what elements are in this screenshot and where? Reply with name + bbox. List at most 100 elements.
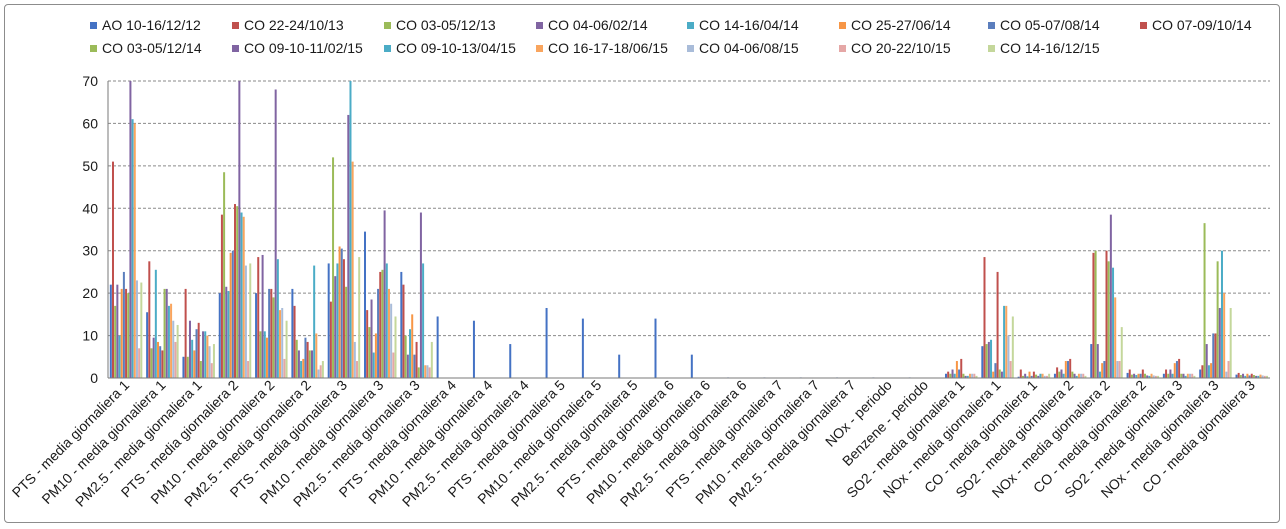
bar xyxy=(1165,369,1168,378)
bar xyxy=(1169,369,1172,378)
bar xyxy=(1157,375,1160,378)
legend-item: AO 10-16/12/12 xyxy=(90,17,201,33)
bar xyxy=(1220,250,1223,378)
bar xyxy=(436,316,439,378)
legend-swatch xyxy=(232,44,239,52)
bar xyxy=(111,161,114,378)
legend-item: CO 14-16/12/15 xyxy=(988,40,1100,56)
bar xyxy=(349,81,352,378)
bar xyxy=(1133,373,1136,378)
bar xyxy=(690,354,693,378)
bar xyxy=(366,310,369,378)
bar xyxy=(406,354,409,378)
bar xyxy=(300,361,303,378)
bar xyxy=(281,307,284,378)
bar xyxy=(218,293,221,378)
bar xyxy=(170,303,173,378)
bar xyxy=(1255,375,1258,378)
bar xyxy=(1126,372,1129,378)
bar xyxy=(1244,375,1247,378)
bar xyxy=(472,320,475,378)
bar xyxy=(1148,375,1151,378)
bar xyxy=(351,161,354,378)
legend-label: CO 04-06/02/14 xyxy=(548,17,648,33)
bar xyxy=(131,119,134,378)
bar xyxy=(402,284,405,378)
bar xyxy=(285,320,288,378)
bar xyxy=(140,282,143,378)
y-tick-label: 20 xyxy=(82,285,98,301)
bar xyxy=(377,288,380,378)
bar xyxy=(157,341,160,378)
legend-item: CO 07-09/10/14 xyxy=(1140,17,1252,33)
bar xyxy=(390,303,393,378)
bar xyxy=(1021,375,1024,378)
bar xyxy=(193,350,196,378)
bar xyxy=(374,333,377,378)
bar xyxy=(1062,373,1065,378)
bar xyxy=(229,252,232,378)
bar xyxy=(618,354,621,378)
bar xyxy=(182,356,185,378)
bar xyxy=(392,352,395,378)
bar xyxy=(1024,373,1027,378)
bar xyxy=(1203,223,1206,378)
bar xyxy=(340,248,343,378)
bar xyxy=(1250,373,1253,378)
bar xyxy=(1073,373,1076,378)
legend-label: CO 25-27/06/14 xyxy=(851,17,951,33)
y-tick-label: 30 xyxy=(82,243,98,259)
bar xyxy=(329,301,332,378)
bar xyxy=(1096,344,1099,378)
bar xyxy=(1182,373,1185,378)
legend-item: CO 14-16/04/14 xyxy=(687,17,799,33)
bar xyxy=(1118,361,1121,378)
bar xyxy=(654,318,657,378)
bar xyxy=(428,367,431,378)
bar xyxy=(174,341,177,378)
bar xyxy=(240,212,243,378)
y-tick-label: 0 xyxy=(90,370,98,386)
bar xyxy=(1077,373,1080,378)
bar xyxy=(186,356,189,378)
bar xyxy=(238,81,241,378)
bar xyxy=(259,331,262,378)
bar xyxy=(188,320,191,378)
bar xyxy=(1205,344,1208,378)
bar xyxy=(1026,376,1029,378)
bar xyxy=(163,288,166,378)
legend-swatch xyxy=(988,44,995,52)
bar xyxy=(1017,376,1020,378)
bar xyxy=(1056,367,1059,378)
bar xyxy=(150,348,153,378)
bar xyxy=(127,293,130,378)
bar xyxy=(417,367,420,378)
bar xyxy=(176,324,179,378)
bar xyxy=(509,344,512,378)
bar xyxy=(1154,375,1157,378)
bar xyxy=(118,335,121,378)
bar xyxy=(1101,363,1104,378)
bar xyxy=(223,172,226,378)
bar xyxy=(951,369,954,378)
bar xyxy=(1210,363,1213,378)
bar xyxy=(1058,371,1061,378)
bar xyxy=(400,271,403,378)
bar xyxy=(385,263,388,378)
bar xyxy=(353,341,356,378)
bar xyxy=(1248,375,1251,378)
bar xyxy=(1178,358,1181,378)
bar xyxy=(338,246,341,378)
bar xyxy=(1003,305,1006,378)
bar xyxy=(383,210,386,378)
bar xyxy=(347,114,350,378)
bar xyxy=(1060,369,1063,378)
bar xyxy=(133,123,136,379)
bar xyxy=(184,288,187,378)
bar xyxy=(336,263,339,378)
bar xyxy=(1103,361,1106,378)
bar xyxy=(1191,373,1194,378)
bar xyxy=(987,341,990,378)
bar xyxy=(1246,373,1249,378)
